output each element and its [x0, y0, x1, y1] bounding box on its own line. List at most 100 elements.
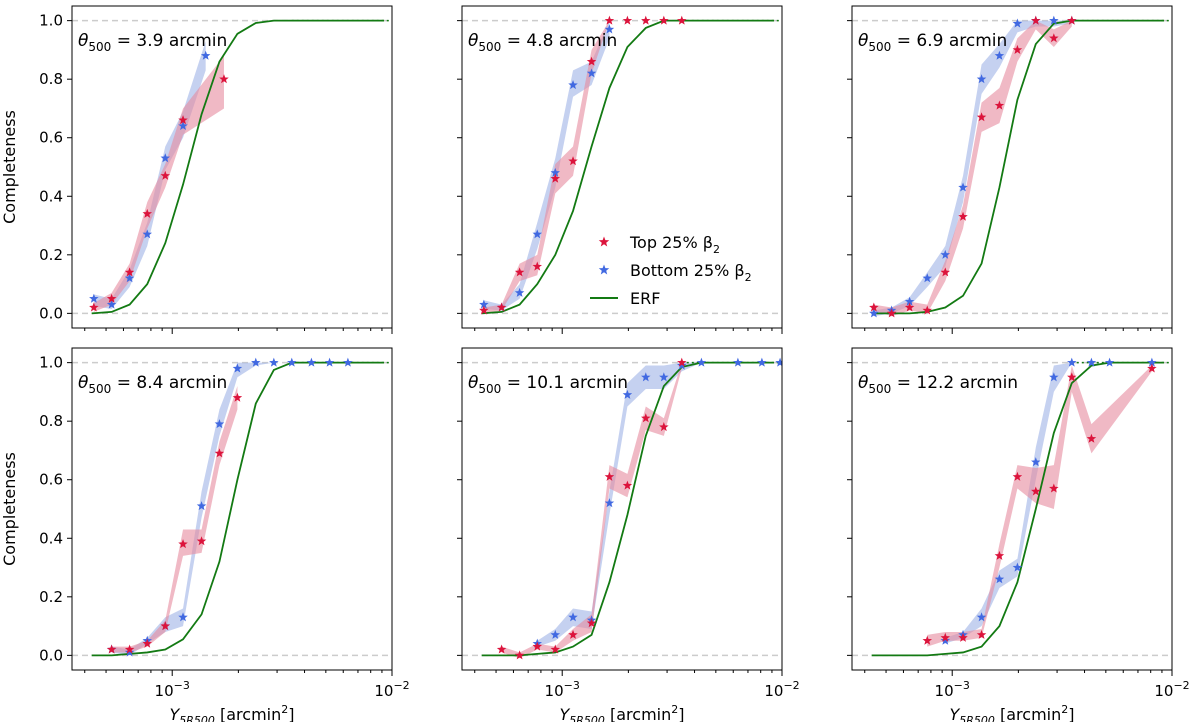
top-star: [550, 644, 561, 654]
x-tick-base: 10: [935, 682, 954, 700]
bottom-star: [214, 419, 225, 429]
bottom-star: [976, 74, 987, 84]
top-star: [940, 267, 951, 277]
top-star: [940, 632, 951, 642]
bottom-star: [160, 153, 171, 163]
top-star: [568, 629, 578, 639]
y-tick-label: 0.2: [39, 588, 63, 606]
erf-line: [91, 361, 385, 657]
bottom-star: [733, 357, 743, 367]
theta-unit: arcmin: [943, 31, 1007, 51]
panel-frame: [851, 5, 1173, 329]
panel-frame: [71, 347, 393, 671]
y-tick-label: 0.0: [39, 304, 63, 322]
top-star: [1067, 372, 1077, 382]
bottom-star: [269, 357, 279, 367]
theta-unit: arcmin: [553, 31, 617, 51]
theta-equals: =: [891, 31, 916, 51]
x-label-subscript: 5R500: [179, 714, 215, 722]
x-tick-exponent: −2: [783, 679, 799, 692]
bottom-star: [89, 293, 99, 303]
top-star: [568, 156, 578, 166]
plot-area: [72, 357, 392, 657]
top-star: [958, 632, 968, 642]
x-label-symbol: Y: [950, 705, 961, 722]
top-star: [622, 480, 633, 490]
x-label-unit: [arcmin: [605, 705, 671, 722]
theta-unit: arcmin: [163, 373, 227, 393]
top-star: [886, 308, 897, 318]
top-star: [641, 413, 651, 423]
bottom-band: [111, 362, 348, 656]
theta-annotation: θ500 = 12.2 arcmin: [858, 373, 1018, 396]
x-label-bracket: ]: [678, 705, 684, 722]
top-star: [641, 15, 651, 25]
bottom-star: [1012, 18, 1023, 28]
legend-label: Top 25% β2: [629, 233, 720, 256]
legend-label: Bottom 25% β2: [630, 261, 752, 284]
bottom-star: [976, 612, 987, 622]
x-axis-label: Y5R500 [arcmin2]: [950, 703, 1075, 722]
top-star: [124, 267, 135, 277]
legend-text: ERF: [630, 289, 660, 308]
theta-value: 12.2: [916, 373, 954, 393]
theta-value: 6.9: [916, 31, 943, 51]
panel-frame: [851, 347, 1173, 671]
top-star: [1031, 15, 1041, 25]
x-label-unit: [arcmin: [215, 705, 281, 722]
bottom-star: [1012, 562, 1023, 572]
top-star: [994, 550, 1005, 560]
bottom-star: [659, 372, 669, 382]
bottom-star: [568, 80, 578, 90]
y-tick-label: 0.8: [39, 412, 63, 430]
top-star: [958, 211, 968, 221]
x-tick-base: 10: [374, 682, 393, 700]
panel: θ500 = 6.9 arcmin: [847, 5, 1173, 334]
theta-equals: =: [111, 373, 136, 393]
top-star: [160, 621, 171, 631]
theta-annotation: θ500 = 10.1 arcmin: [468, 373, 628, 396]
bottom-star: [200, 50, 211, 60]
x-tick-label: 10−2: [1154, 679, 1189, 700]
top-star: [1067, 15, 1077, 25]
top-band: [927, 365, 1152, 647]
top-star: [514, 650, 525, 660]
erf-line: [871, 19, 1165, 315]
bottom-star: [287, 357, 297, 367]
x-tick-base: 10: [545, 682, 564, 700]
bottom-band: [483, 20, 610, 311]
theta-unit: arcmin: [564, 373, 628, 393]
panel-frame: [461, 347, 783, 671]
theta-value: 8.4: [136, 373, 163, 393]
top-star: [677, 357, 687, 367]
theta-equals: =: [501, 31, 526, 51]
bottom-star: [532, 229, 543, 239]
top-star: [869, 302, 879, 312]
bottom-star: [514, 287, 525, 297]
bottom-star: [1147, 357, 1157, 367]
y-axis-label: Completeness: [0, 452, 19, 566]
bottom-star: [994, 574, 1005, 584]
top-star: [1031, 486, 1041, 496]
legend-star: [598, 264, 610, 275]
erf-line: [481, 19, 775, 315]
bottom-star: [940, 249, 951, 259]
top-star: [214, 448, 225, 458]
bottom-star: [1031, 457, 1041, 467]
theta-equals: =: [111, 31, 136, 51]
bottom-star: [604, 24, 615, 34]
bottom-star: [306, 357, 317, 367]
x-tick-label: 10−3: [155, 679, 190, 700]
top-star: [124, 644, 135, 654]
top-star: [1049, 483, 1059, 493]
plot-area: [462, 357, 782, 660]
top-star: [1012, 471, 1023, 481]
bottom-star: [586, 68, 597, 78]
top-star: [178, 115, 188, 125]
bottom-star: [343, 357, 353, 367]
bottom-star: [1049, 372, 1059, 382]
theta-symbol: θ: [858, 31, 869, 51]
